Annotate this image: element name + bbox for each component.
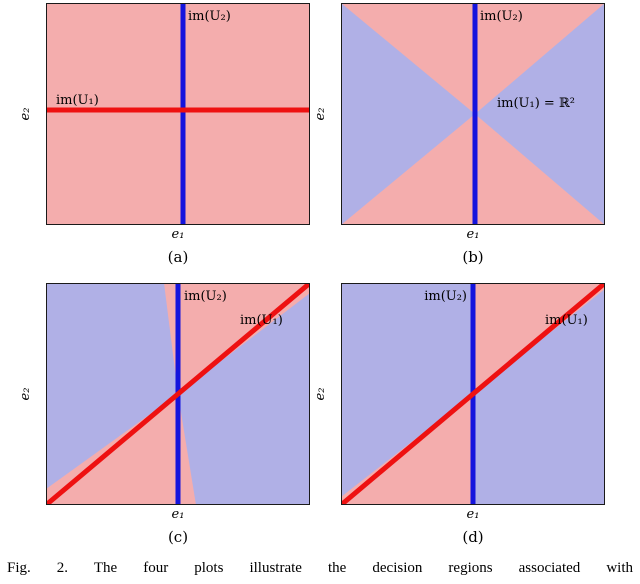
decision-region-blue-bottomright [473, 289, 605, 505]
panel-c: im(U₂) im(U₁) e₂ e₁ (c) [18, 283, 310, 546]
im-u1-line [46, 283, 310, 505]
panel-caption: (d) [462, 528, 484, 546]
plot-area-b: im(U₂) im(U₁) = ℝ² [341, 3, 605, 225]
im-u2-label: im(U₂) [424, 289, 467, 304]
im-u1-label: im(U₁) [240, 313, 283, 328]
im-u1-line [341, 283, 605, 505]
plot-area-c: im(U₂) im(U₁) [46, 283, 310, 505]
x-axis-label: e₁ [171, 507, 185, 522]
plot-frame [341, 3, 605, 225]
x-axis-label: e₁ [466, 227, 480, 242]
decision-region-pink [46, 3, 310, 225]
plot-area-a: im(U₂) im(U₁) [46, 3, 310, 225]
decision-region-blue-topleft [341, 283, 473, 497]
plot-frame [46, 3, 310, 225]
y-axis-label: e₂ [312, 107, 328, 121]
panel-d: im(U₂) im(U₁) e₂ e₁ (d) [313, 283, 605, 546]
x-axis-label: e₁ [466, 507, 480, 522]
decision-region-blue-topleft [46, 283, 178, 489]
decision-region-blue-bottomright [178, 293, 310, 505]
y-axis-label: e₂ [312, 387, 328, 401]
figure-caption: Fig. 2. The four plots illustrate the de… [7, 560, 633, 576]
plot-frame [46, 283, 310, 505]
plot-frame [341, 283, 605, 505]
panel-a: im(U₂) im(U₁) e₂ e₁ (a) [18, 3, 310, 266]
im-u2-label: im(U₂) [188, 9, 231, 24]
y-axis-label: e₂ [17, 387, 33, 401]
decision-region-blue-right [475, 3, 605, 225]
decision-region-blue-left [341, 3, 475, 225]
panel-caption: (c) [167, 528, 189, 546]
plot-area-d: im(U₂) im(U₁) [341, 283, 605, 505]
panel-b: im(U₂) im(U₁) = ℝ² e₂ e₁ (b) [313, 3, 605, 266]
x-axis-label: e₁ [171, 227, 185, 242]
panel-caption: (b) [462, 248, 484, 266]
im-u2-label: im(U₂) [480, 9, 523, 24]
panel-caption: (a) [167, 248, 189, 266]
im-u2-label: im(U₂) [184, 289, 227, 304]
y-axis-label: e₂ [17, 107, 33, 121]
im-u1-label: im(U₁) = ℝ² [497, 96, 575, 111]
im-u1-label: im(U₁) [545, 313, 588, 328]
im-u1-label: im(U₁) [56, 93, 99, 108]
